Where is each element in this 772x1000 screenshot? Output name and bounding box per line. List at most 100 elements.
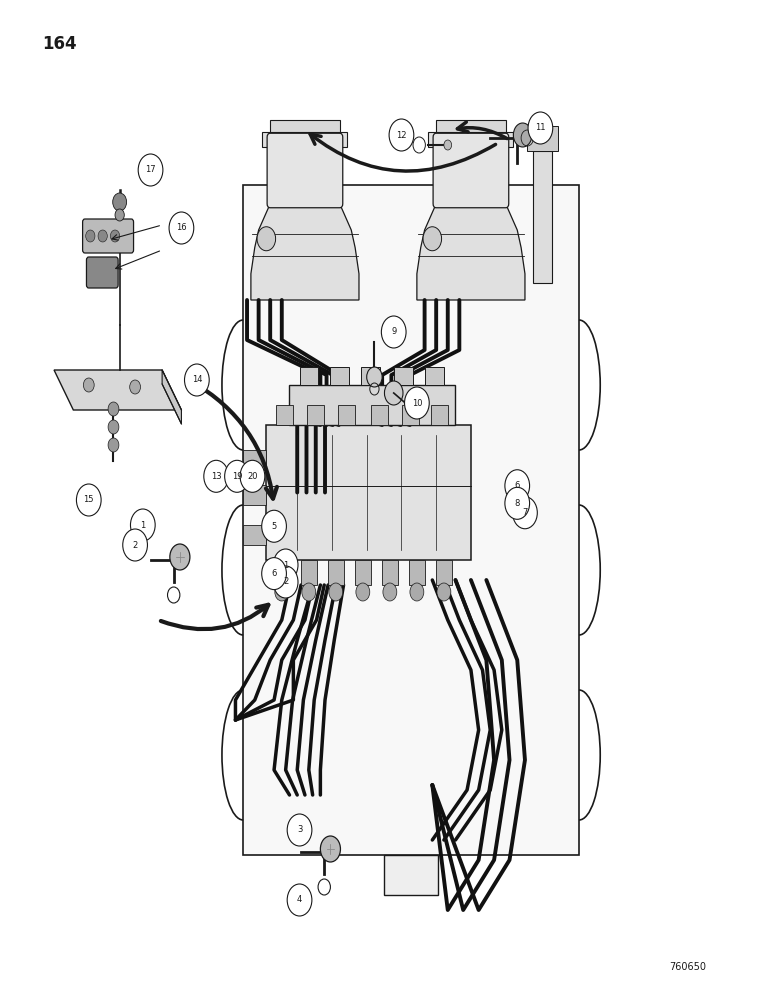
Circle shape [262,510,286,542]
Text: 9: 9 [391,328,396,336]
Text: 1: 1 [283,560,288,570]
Bar [382,560,398,585]
Circle shape [169,212,194,244]
Bar [431,405,448,425]
FancyBboxPatch shape [267,133,343,208]
Bar [243,450,266,470]
Circle shape [83,378,94,392]
Circle shape [86,230,95,242]
Bar [290,385,455,425]
Text: 13: 13 [211,472,222,481]
Bar [428,132,513,147]
Bar [355,560,371,585]
Circle shape [130,380,141,394]
Text: 164: 164 [42,35,77,53]
Bar [371,405,388,425]
Text: 4: 4 [297,896,302,904]
Text: 2: 2 [133,540,137,550]
Circle shape [287,884,312,916]
Text: 7: 7 [523,508,527,517]
Circle shape [513,497,537,529]
Bar [243,525,266,545]
Text: 2: 2 [283,578,288,586]
Bar [270,120,340,132]
Circle shape [302,583,316,601]
Bar [425,367,444,385]
Text: 12: 12 [396,130,407,139]
Text: 1: 1 [141,520,145,530]
Circle shape [505,470,530,502]
Circle shape [185,364,209,396]
Text: 8: 8 [515,499,520,508]
Circle shape [257,227,276,251]
Circle shape [113,193,127,211]
Bar [330,367,349,385]
Bar [409,560,425,585]
Text: 6: 6 [272,569,276,578]
Circle shape [437,583,451,601]
Circle shape [108,420,119,434]
Polygon shape [417,204,525,300]
Text: 6: 6 [515,481,520,490]
Circle shape [389,119,414,151]
Circle shape [287,814,312,846]
Bar [274,560,290,585]
Circle shape [108,438,119,452]
FancyBboxPatch shape [83,219,134,253]
Bar [276,405,293,425]
Bar [300,367,318,385]
Circle shape [528,112,553,144]
Bar [527,126,558,151]
Text: 10: 10 [411,398,422,408]
Circle shape [240,460,265,492]
Text: 3: 3 [297,826,302,834]
Circle shape [170,544,190,570]
Circle shape [98,230,107,242]
Circle shape [130,509,155,541]
Circle shape [444,140,452,150]
Circle shape [76,484,101,516]
Bar [328,560,344,585]
Circle shape [262,558,286,590]
Text: 16: 16 [176,224,187,232]
Text: 15: 15 [83,495,94,504]
Text: 5: 5 [272,522,276,531]
Circle shape [273,549,298,581]
Circle shape [356,583,370,601]
Circle shape [123,529,147,561]
Circle shape [423,227,442,251]
Circle shape [329,583,343,601]
Bar [436,560,452,585]
Bar [361,367,380,385]
Bar [402,405,419,425]
Circle shape [115,209,124,221]
Text: 20: 20 [247,472,258,481]
Bar [307,405,324,425]
Circle shape [320,836,340,862]
Bar [533,151,552,283]
FancyBboxPatch shape [86,257,118,288]
Bar [243,185,579,855]
Circle shape [513,123,532,147]
Bar [436,120,506,132]
Text: 17: 17 [145,165,156,174]
Circle shape [275,583,289,601]
Text: 11: 11 [535,123,546,132]
Circle shape [138,154,163,186]
Circle shape [367,367,382,387]
Circle shape [204,460,229,492]
Circle shape [405,387,429,419]
Bar [338,405,355,425]
Bar [384,855,438,895]
Circle shape [108,402,119,416]
Bar [394,367,413,385]
Text: 14: 14 [191,375,202,384]
Text: 760650: 760650 [669,962,706,972]
FancyBboxPatch shape [433,133,509,208]
Circle shape [410,583,424,601]
Circle shape [381,316,406,348]
Text: 19: 19 [232,472,242,481]
Bar [266,425,471,560]
Circle shape [383,583,397,601]
Polygon shape [162,370,181,424]
